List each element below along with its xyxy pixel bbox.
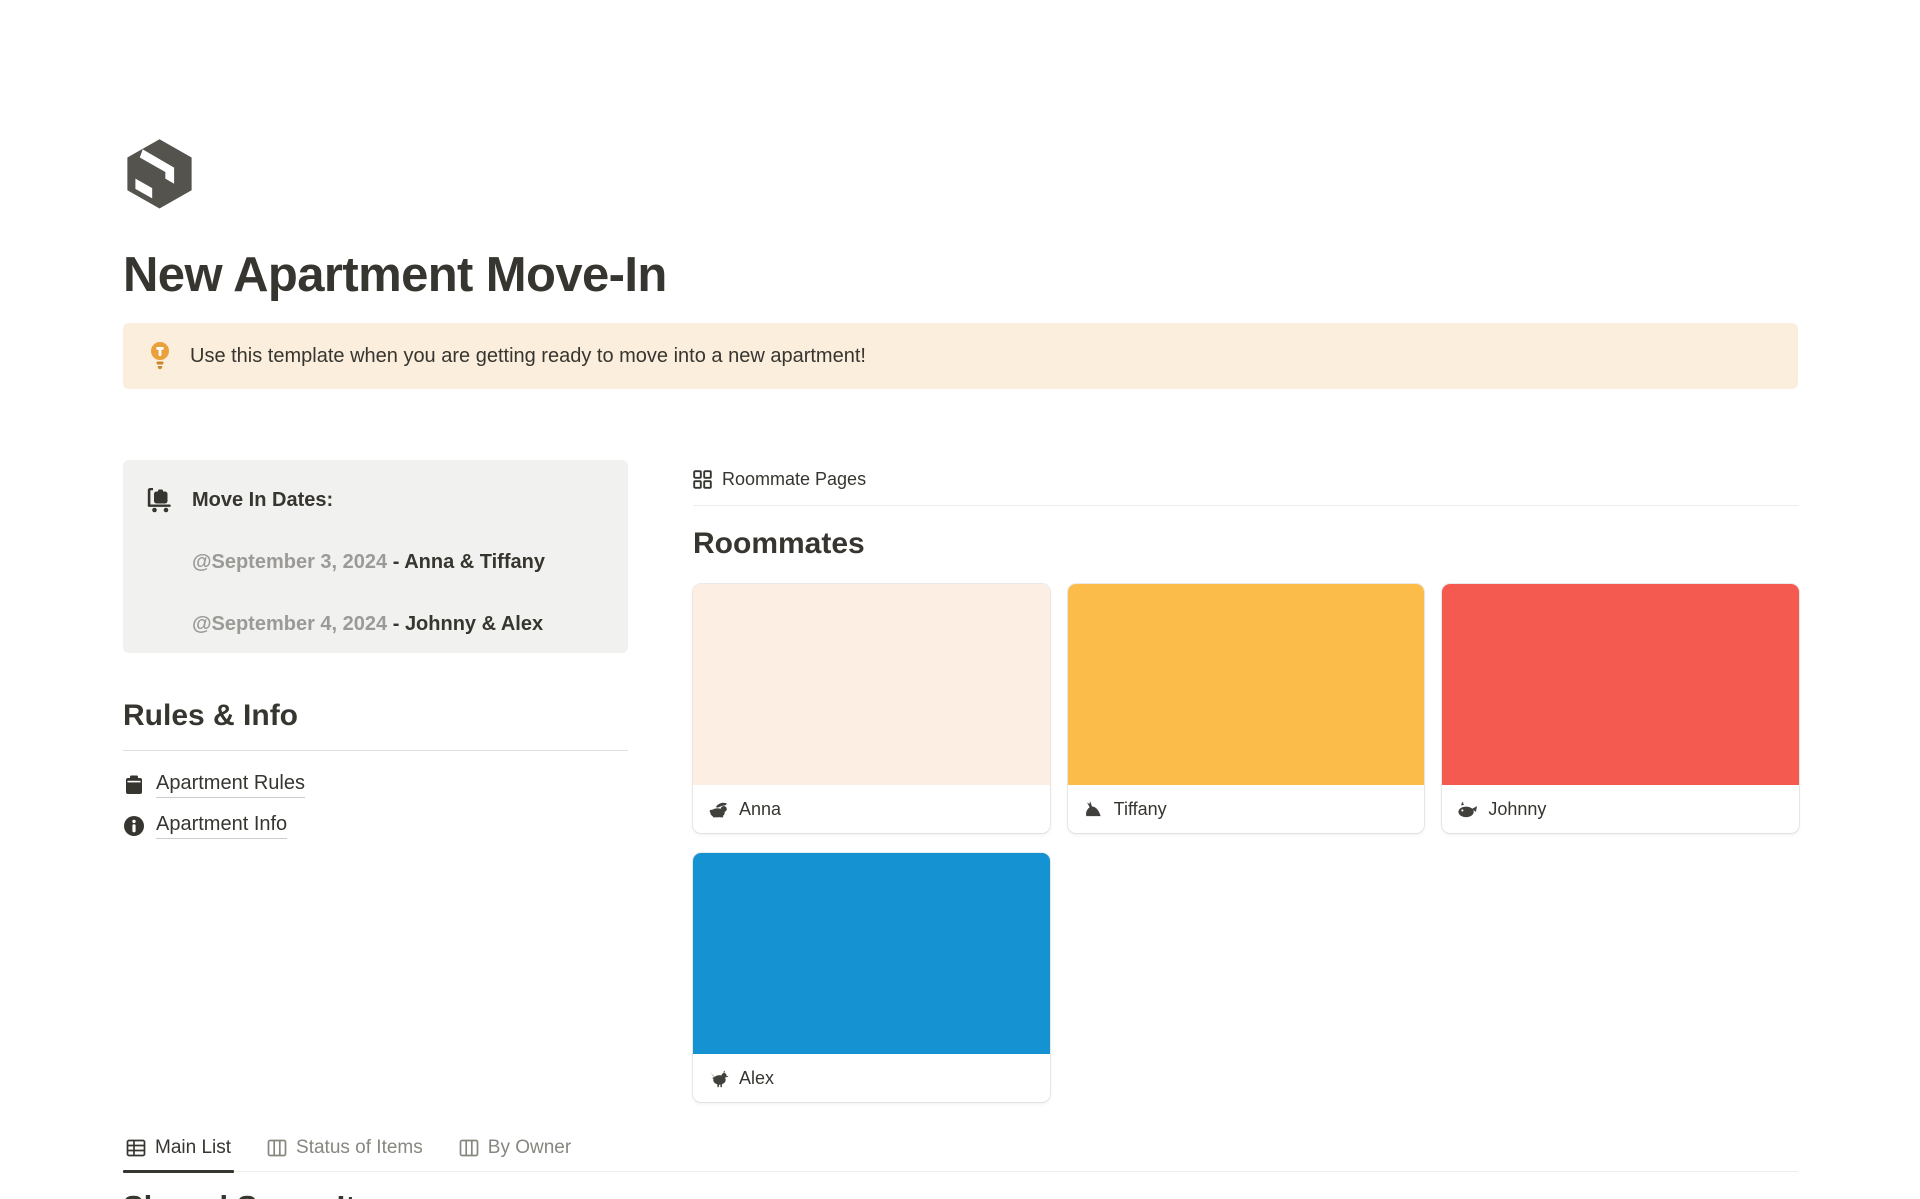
date-mention[interactable]: @September 3, 2024 — [192, 551, 388, 573]
gallery-view-icon — [693, 470, 712, 489]
entry-separator: - — [387, 613, 405, 635]
clipboard-icon — [126, 775, 142, 794]
divider — [123, 750, 628, 751]
callout-banner: Use this template when you are getting r… — [123, 323, 1798, 389]
card-cover — [1442, 584, 1799, 785]
info-icon — [124, 815, 144, 836]
card-name: Anna — [739, 798, 782, 819]
card-cover — [693, 853, 1050, 1054]
card-anna[interactable]: Anna — [693, 584, 1050, 833]
page-link-label[interactable]: Apartment Info — [156, 812, 288, 839]
tab-label: Main List — [155, 1137, 232, 1158]
left-column: Move In Dates: @September 3, 2024 - Anna… — [123, 460, 628, 1102]
whale-icon — [1458, 801, 1478, 817]
tab-status-of-items[interactable]: Status of Items — [264, 1137, 426, 1171]
move-in-dates-heading: Move In Dates: — [192, 489, 334, 511]
callout-text: Use this template when you are getting r… — [190, 345, 866, 367]
board-view-icon — [459, 1139, 479, 1157]
entry-separator: - — [387, 551, 405, 573]
card-name: Alex — [739, 1067, 775, 1088]
view-tab-roommate-pages[interactable]: Roommate Pages — [693, 460, 1799, 506]
table-view-icon — [126, 1139, 146, 1157]
move-in-entry: @September 3, 2024 - Anna & Tiffany — [192, 548, 545, 576]
date-mention[interactable]: @September 4, 2024 — [192, 613, 388, 635]
entry-names: Johnny & Alex — [404, 613, 544, 635]
tab-by-owner[interactable]: By Owner — [456, 1137, 574, 1171]
roommates-gallery: Anna Tiffany — [693, 584, 1799, 1102]
right-column: Roommate Pages Roommates — [693, 460, 1799, 1102]
entry-names: Anna & Tiffany — [404, 551, 545, 573]
rules-info-heading: Rules & Info — [123, 699, 299, 732]
card-cover — [1067, 584, 1425, 785]
card-johnny[interactable]: Johnny — [1442, 584, 1799, 833]
card-tiffany[interactable]: Tiffany — [1067, 584, 1425, 833]
tab-main-list[interactable]: Main List — [123, 1137, 235, 1173]
lightbulb-icon — [151, 342, 169, 369]
tab-label: By Owner — [487, 1137, 572, 1158]
board-view-icon — [267, 1139, 287, 1157]
luggage-cart-icon — [147, 488, 171, 513]
page-title: New Apartment Move-In — [123, 248, 667, 302]
move-in-entry: @September 4, 2024 - Johnny & Alex — [192, 610, 545, 638]
card-name: Johnny — [1488, 798, 1547, 819]
rabbit-icon — [709, 802, 727, 817]
rooster-icon — [710, 1070, 729, 1087]
page-link-apartment-rules[interactable]: Apartment Rules — [123, 764, 628, 805]
view-tab-label: Roommate Pages — [722, 469, 867, 489]
page-link-label[interactable]: Apartment Rules — [156, 771, 305, 798]
page-link-apartment-info[interactable]: Apartment Info — [123, 805, 628, 846]
package-box-icon[interactable] — [123, 137, 196, 210]
card-name: Tiffany — [1113, 798, 1167, 819]
card-cover — [693, 584, 1050, 785]
card-alex[interactable]: Alex — [693, 853, 1050, 1102]
database-title: Roommates — [693, 527, 865, 560]
bottom-view-tabs: Main List Status of Items By Owner — [123, 1137, 1798, 1173]
tab-label: Status of Items — [296, 1137, 423, 1158]
whale-tail-icon — [1085, 800, 1101, 816]
move-in-dates-callout: Move In Dates: @September 3, 2024 - Anna… — [123, 460, 628, 653]
shared-space-items-heading: Shared Space Items — [123, 1188, 1797, 1199]
